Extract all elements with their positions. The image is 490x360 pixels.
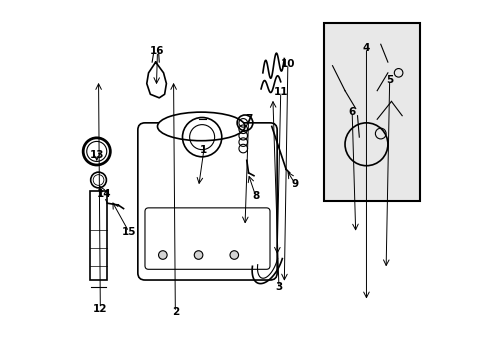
Bar <box>323 23 420 202</box>
Text: 9: 9 <box>292 179 298 189</box>
Text: 11: 11 <box>273 87 288 98</box>
Text: 4: 4 <box>363 43 370 53</box>
Text: 7: 7 <box>245 114 252 124</box>
Text: 1: 1 <box>200 145 208 155</box>
Text: 10: 10 <box>281 59 295 69</box>
FancyBboxPatch shape <box>145 208 270 269</box>
Text: 12: 12 <box>93 303 108 314</box>
Polygon shape <box>147 62 167 98</box>
FancyBboxPatch shape <box>138 123 277 280</box>
Circle shape <box>194 251 203 259</box>
Text: 16: 16 <box>150 46 165 57</box>
Text: 5: 5 <box>386 75 393 85</box>
Circle shape <box>230 251 239 259</box>
Text: 3: 3 <box>275 282 283 292</box>
Text: 13: 13 <box>90 150 104 160</box>
Text: 6: 6 <box>348 107 356 117</box>
Bar <box>90 191 107 280</box>
Text: 8: 8 <box>252 191 259 201</box>
Text: 14: 14 <box>97 189 111 199</box>
Circle shape <box>159 251 167 259</box>
Ellipse shape <box>157 112 245 141</box>
Text: 15: 15 <box>122 227 136 237</box>
Text: 2: 2 <box>172 307 179 317</box>
